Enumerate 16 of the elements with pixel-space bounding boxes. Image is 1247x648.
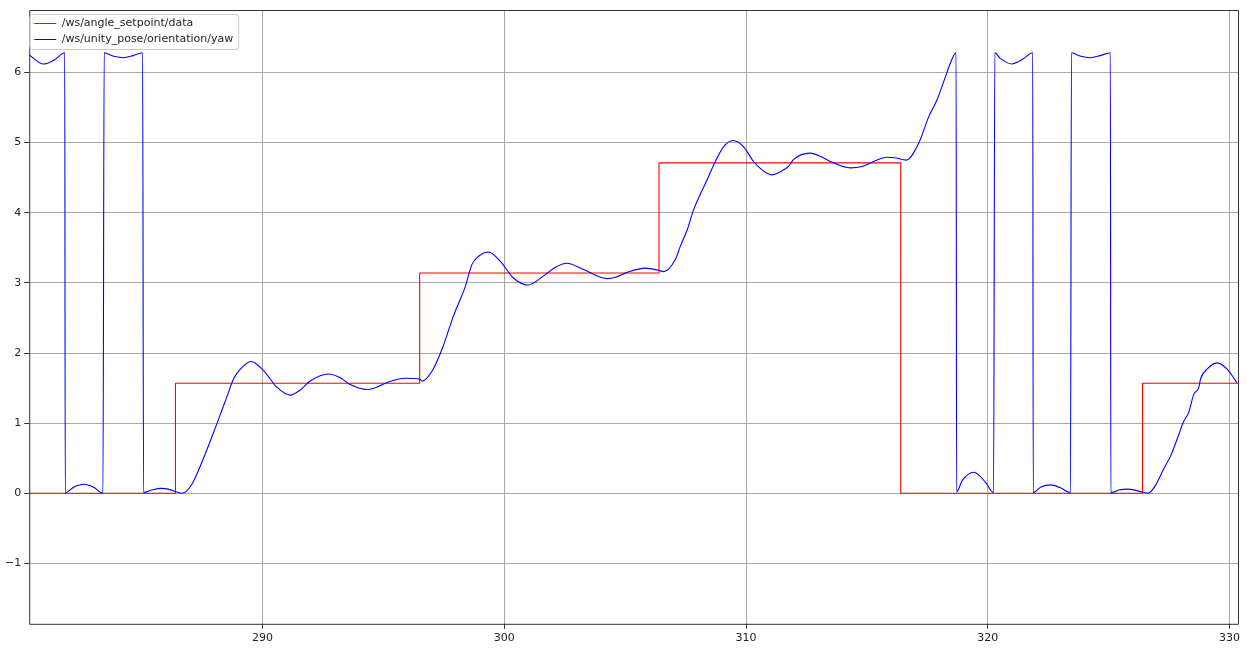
y-tick-label: 0 <box>14 486 22 500</box>
y-tick-label: 6 <box>14 65 22 79</box>
y-tick-label: 4 <box>14 205 22 219</box>
x-tick-label: 330 <box>1219 631 1241 645</box>
legend-label: /ws/angle_setpoint/data <box>61 16 194 30</box>
y-tick-label: 2 <box>14 345 22 359</box>
y-tick-label: 1 <box>14 416 22 430</box>
x-tick-label: 290 <box>252 631 274 645</box>
y-tick-label: 5 <box>14 135 22 149</box>
legend-label: /ws/unity_pose/orientation/yaw <box>61 32 234 46</box>
y-tick-label: −1 <box>5 556 22 570</box>
line-series <box>29 52 1238 494</box>
x-tick-label: 310 <box>735 631 757 645</box>
y-tick-label: 3 <box>14 275 22 289</box>
x-tick-label: 300 <box>493 631 515 645</box>
x-tick-label: 320 <box>977 631 999 645</box>
